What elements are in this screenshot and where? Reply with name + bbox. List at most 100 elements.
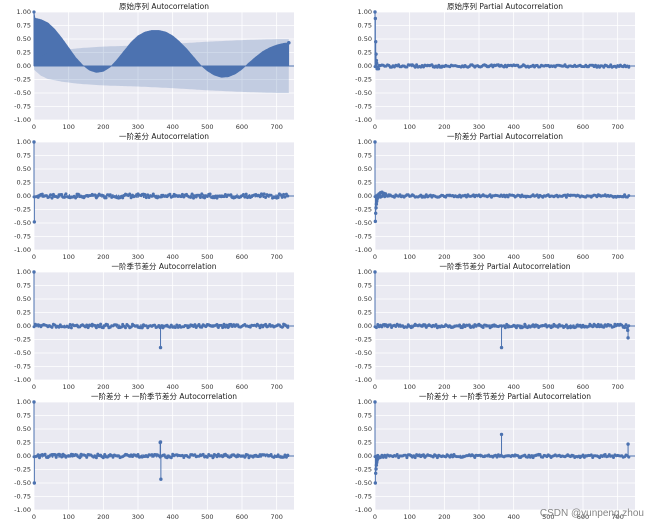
y-tick-label: 0.25 — [358, 439, 372, 447]
y-tick-label: -0.50 — [355, 479, 372, 487]
stem-marker — [374, 326, 378, 330]
y-tick-label: -0.25 — [14, 206, 31, 214]
stem-marker — [405, 325, 409, 329]
x-tick-label: 300 — [132, 123, 144, 131]
stem-marker — [373, 270, 377, 274]
y-tick-label: 0.25 — [17, 309, 31, 317]
y-tick-label: -0.50 — [355, 219, 372, 227]
x-tick-label: 200 — [97, 513, 109, 521]
x-tick-label: 700 — [270, 123, 282, 131]
stem-marker — [499, 432, 504, 437]
x-tick-label: 400 — [166, 123, 178, 131]
panel-8: -1.00 -0.75 -0.50 -0.25 0.00 0.25 0.50 0.75 1.00… — [355, 391, 635, 521]
y-tick-label: -1.00 — [14, 246, 31, 254]
stem-marker — [244, 192, 248, 196]
panel-4: -1.00 -0.75 -0.50 -0.25 0.00 0.25 0.50 0.75 1.00… — [355, 131, 635, 261]
y-tick-label: -1.00 — [355, 116, 372, 124]
y-tick-label: -0.25 — [355, 336, 372, 344]
stem-marker — [94, 326, 98, 330]
x-tick-label: 600 — [236, 253, 248, 261]
stem-marker — [280, 195, 284, 199]
stem-marker — [473, 456, 477, 459]
stem-marker — [269, 453, 273, 456]
x-tick-label: 100 — [403, 383, 415, 391]
stem-marker — [50, 325, 54, 329]
stem-marker — [596, 322, 600, 326]
y-tick-label: -0.50 — [355, 89, 372, 97]
stem-marker — [374, 463, 379, 467]
y-tick-label: 0.50 — [358, 165, 372, 173]
y-tick-label: 0.25 — [358, 309, 372, 317]
chart-title: 一阶差分 Partial Autocorrelation — [447, 131, 563, 141]
stem-marker — [64, 192, 68, 196]
x-tick-label: 0 — [373, 383, 377, 391]
stem-marker — [60, 193, 64, 196]
stem-marker — [375, 61, 379, 65]
stem-marker — [544, 323, 548, 327]
stem-marker — [32, 270, 36, 274]
x-tick-label: 100 — [403, 513, 415, 521]
stem-marker — [189, 195, 193, 199]
stem-marker — [158, 345, 163, 350]
stem-marker — [262, 192, 266, 196]
y-tick-label: 0.50 — [358, 295, 372, 303]
stem-marker — [373, 10, 377, 14]
y-tick-label: -0.50 — [14, 479, 31, 487]
y-tick-label: 1.00 — [358, 398, 372, 406]
stem-marker — [564, 195, 568, 199]
x-tick-label: 300 — [132, 383, 144, 391]
y-tick-label: 1.00 — [358, 268, 372, 276]
stem-marker — [374, 202, 379, 206]
x-tick-label: 700 — [611, 123, 623, 131]
chart-title: 一阶季节差分 Partial Autocorrelation — [440, 261, 571, 271]
stem-marker — [413, 456, 417, 460]
stem-marker — [143, 193, 147, 196]
stem-marker — [373, 471, 378, 475]
x-tick-label: 600 — [236, 123, 248, 131]
y-tick-label: -1.00 — [355, 506, 372, 514]
stem-marker — [384, 455, 388, 459]
stem-marker — [101, 456, 105, 460]
x-tick-label: 400 — [507, 383, 519, 391]
y-tick-label: -1.00 — [14, 116, 31, 124]
y-tick-label: 0.25 — [358, 49, 372, 57]
panel-5: -1.00 -0.75 -0.50 -0.25 0.00 0.25 0.50 0.75 1.00… — [14, 261, 294, 391]
stem-marker — [222, 322, 226, 326]
y-tick-label: 0.00 — [358, 322, 372, 330]
stem-marker — [67, 325, 71, 329]
stem-marker — [36, 195, 40, 199]
y-tick-label: 0.25 — [358, 179, 372, 187]
x-tick-label: 500 — [542, 383, 554, 391]
y-tick-label: 0.75 — [17, 282, 31, 290]
y-tick-label: 0.00 — [358, 452, 372, 460]
x-tick-label: 100 — [62, 383, 74, 391]
stem-marker — [58, 453, 62, 457]
y-tick-label: -0.50 — [355, 349, 372, 357]
x-tick-label: 0 — [373, 513, 377, 521]
x-tick-label: 700 — [270, 383, 282, 391]
y-tick-label: -0.25 — [355, 206, 372, 214]
chart-title: 一阶季节差分 Autocorrelation — [111, 261, 216, 271]
stem-marker — [32, 481, 37, 485]
stem-marker — [198, 196, 202, 199]
y-tick-label: 1.00 — [17, 398, 31, 406]
chart-title: 一阶差分 + 一阶季节差分 Autocorrelation — [91, 391, 237, 401]
stem-marker — [69, 326, 73, 330]
x-tick-label: 100 — [403, 253, 415, 261]
x-tick-label: 600 — [236, 513, 248, 521]
x-tick-label: 300 — [473, 123, 485, 131]
y-tick-label: 0.50 — [17, 165, 31, 173]
stem-marker — [159, 477, 163, 481]
y-tick-label: 0.75 — [358, 152, 372, 160]
y-tick-label: -1.00 — [355, 246, 372, 254]
panel-7: -1.00 -0.75 -0.50 -0.25 0.00 0.25 0.50 0.75 1.00… — [14, 391, 294, 521]
stem-marker — [472, 325, 475, 329]
stem-marker — [383, 192, 388, 196]
stem-marker — [43, 452, 47, 456]
x-tick-label: 600 — [236, 383, 248, 391]
y-tick-label: 0.75 — [17, 22, 31, 30]
stem-marker — [68, 323, 72, 326]
x-tick-label: 500 — [201, 253, 213, 261]
stem-marker — [158, 440, 163, 444]
stem-marker — [556, 325, 560, 329]
